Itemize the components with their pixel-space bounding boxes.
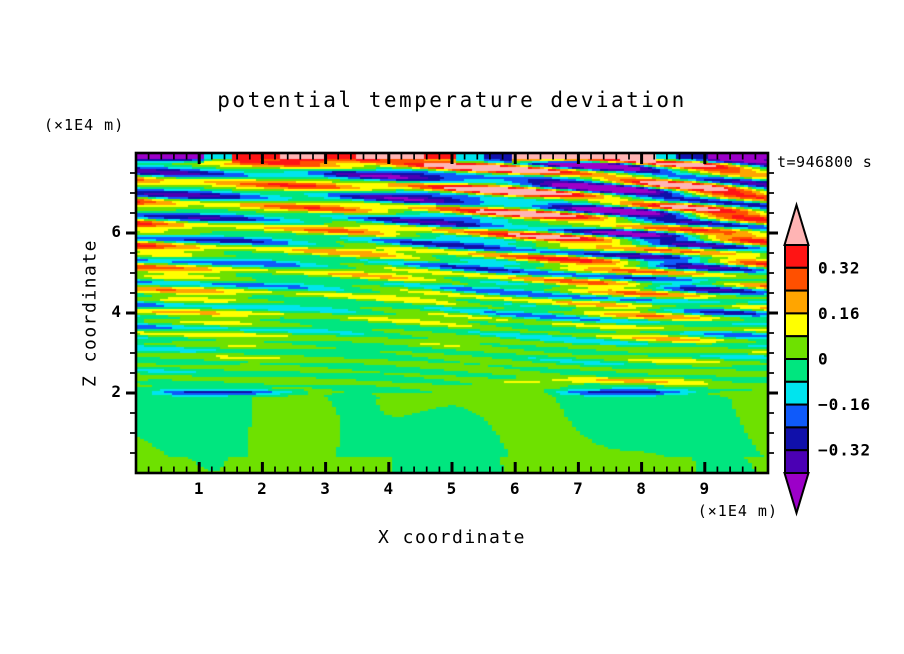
x-tick-label: 4 xyxy=(383,479,395,498)
svg-text:0.16: 0.16 xyxy=(818,304,861,323)
svg-text:−0.16: −0.16 xyxy=(818,395,871,414)
svg-text:−0.32: −0.32 xyxy=(818,441,871,460)
x-tick-label: 5 xyxy=(446,479,458,498)
x-tick-label: 3 xyxy=(320,479,331,498)
z-axis-unit-label: (×1E4 m) xyxy=(44,116,125,134)
svg-text:0: 0 xyxy=(818,350,829,369)
x-tick-label: 8 xyxy=(636,479,647,498)
chart-title: potential temperature deviation xyxy=(217,88,687,112)
contour-field-canvas xyxy=(136,153,768,473)
z-tick-label: 6 xyxy=(111,222,122,241)
z-tick-label: 4 xyxy=(111,302,122,321)
x-tick-label: 1 xyxy=(193,479,205,498)
x-tick-label: 7 xyxy=(573,479,584,498)
z-tick-label: 2 xyxy=(111,382,122,401)
time-annotation: t=946800 s xyxy=(777,153,873,171)
x-axis-unit-label: (×1E4 m) xyxy=(697,502,778,520)
x-tick-label: 2 xyxy=(257,479,268,498)
x-tick-label: 9 xyxy=(699,479,711,498)
x-tick-label: 6 xyxy=(509,479,521,498)
colorbar: 0.32 0.16 0 −0.16 −0.32 xyxy=(783,201,871,517)
x-axis-title: X coordinate xyxy=(377,527,527,548)
svg-text:0.32: 0.32 xyxy=(818,258,861,277)
axes-frame xyxy=(126,151,778,475)
